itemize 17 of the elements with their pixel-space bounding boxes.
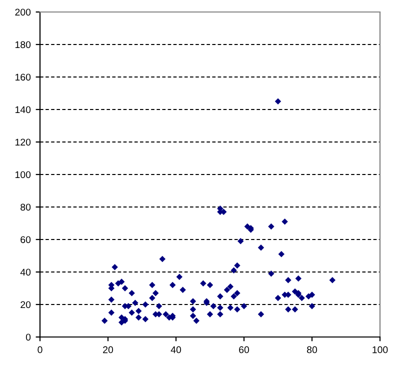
- y-tick-label: 20: [20, 301, 31, 308]
- y-tick-label: 120: [15, 138, 31, 146]
- y-tick-label: 80: [20, 204, 31, 211]
- x-tick-label: 60: [239, 346, 250, 354]
- y-tick-label: 200: [15, 8, 31, 16]
- x-tick-label: 100: [372, 346, 388, 354]
- y-tick-label: 180: [15, 41, 31, 48]
- y-tick-label: 40: [20, 268, 31, 276]
- x-tick-label: 40: [170, 346, 182, 354]
- y-tick-label: 140: [15, 106, 31, 114]
- x-tick-label: 80: [307, 346, 318, 354]
- y-tick-label: 60: [20, 236, 31, 244]
- y-tick-label: 100: [15, 171, 31, 178]
- x-tick-label: 20: [103, 346, 114, 354]
- y-tick-label: 0: [26, 334, 31, 341]
- x-tick-label: 0: [38, 346, 42, 354]
- y-tick-label: 160: [15, 74, 31, 81]
